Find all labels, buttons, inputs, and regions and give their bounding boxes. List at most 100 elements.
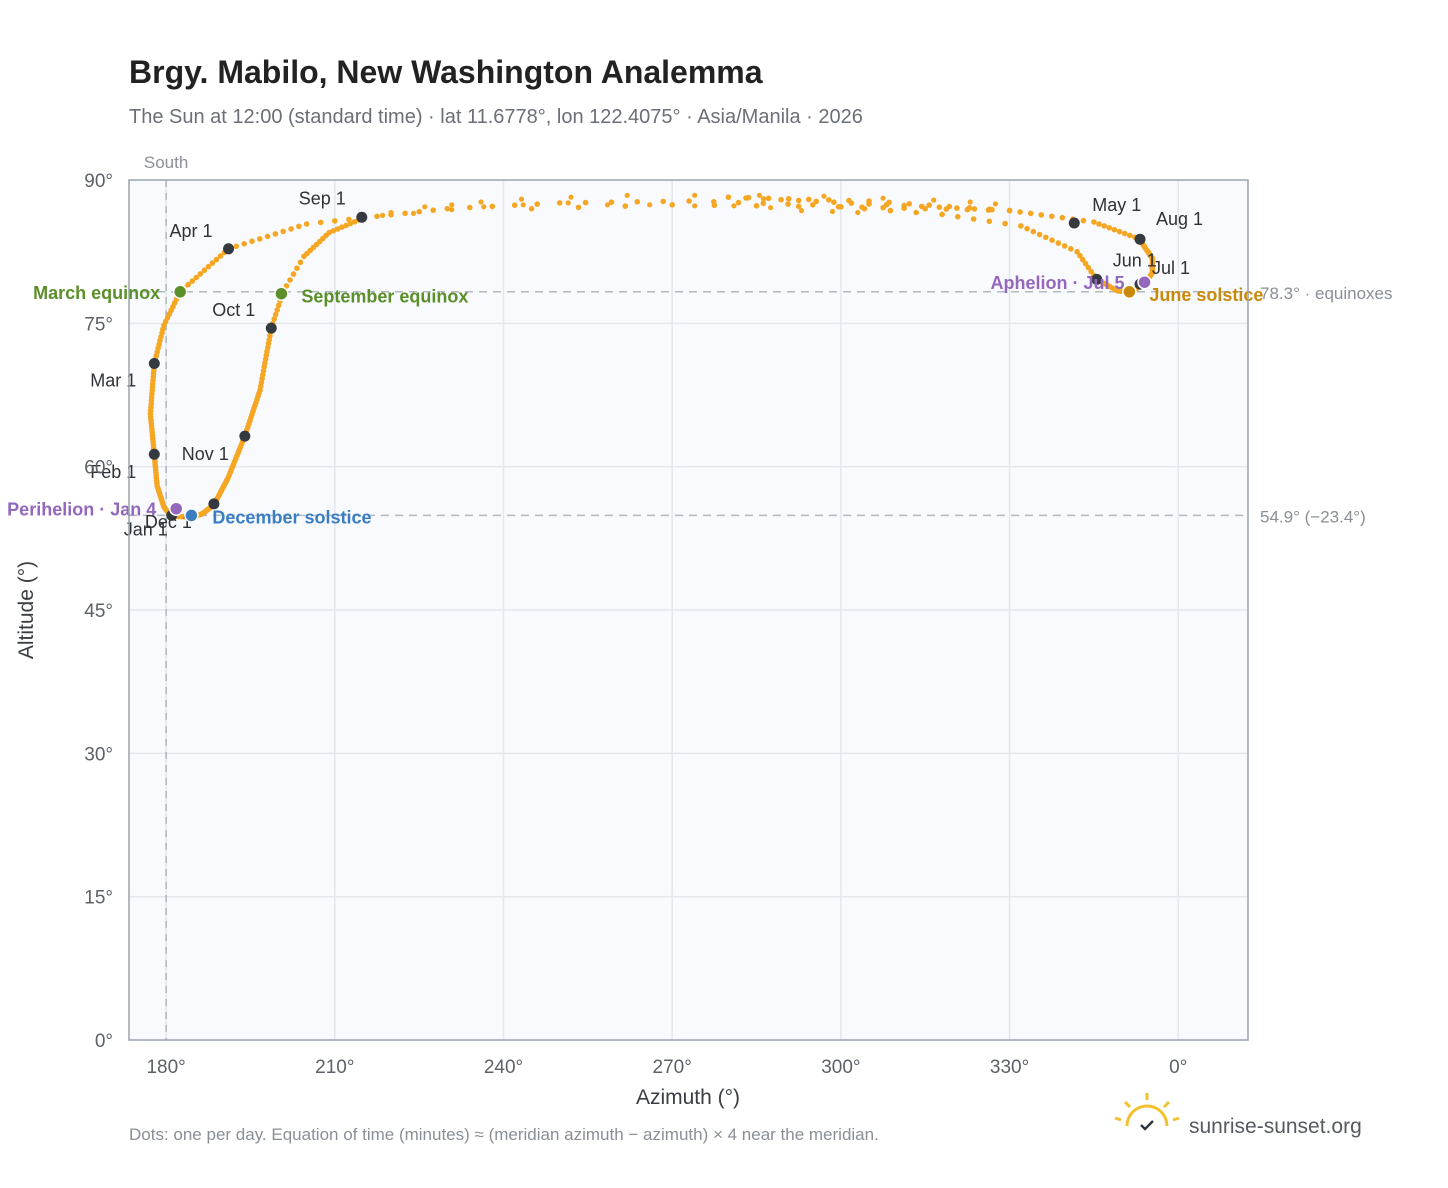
day-dot [217,253,224,259]
month-label: Jul 1 [1152,258,1190,278]
day-dot [768,205,774,211]
day-dot [201,267,208,274]
day-dot [913,209,919,216]
day-dot [1027,210,1034,217]
day-dot [813,198,820,205]
day-dot [1116,228,1123,235]
day-dot [971,206,978,212]
day-dot [582,199,589,206]
event-marker [1137,274,1152,290]
day-dot [290,271,297,277]
month-marker [208,498,220,510]
day-dot [660,198,666,205]
day-dot [1049,237,1055,243]
day-dot [1049,213,1055,220]
day-dot [272,231,279,237]
day-dot [1127,232,1133,239]
day-dot [534,201,540,207]
day-dot [760,200,767,207]
y-tick-label: 45° [84,601,113,622]
day-dot [1043,234,1049,241]
day-dot [785,201,791,207]
day-dot [711,202,718,209]
day-dot [1061,243,1068,249]
day-dot [449,207,455,213]
month-marker [356,211,368,223]
day-dot [467,204,473,211]
day-dot [1085,264,1092,271]
day-dot [317,219,324,226]
day-dot [189,278,196,284]
day-dot [806,196,812,203]
month-marker [148,448,160,460]
plot-frame [128,179,1249,1041]
day-dot [964,206,971,213]
day-dot [1002,220,1008,227]
x-tick-label: 0° [1169,1057,1187,1078]
day-dot [848,200,855,206]
x-tick-label: 300° [821,1057,860,1078]
day-dot [735,199,742,206]
day-dot [402,210,408,217]
day-dot [213,256,220,263]
month-marker [239,430,251,442]
day-dot [1096,221,1102,227]
day-dot [859,204,865,210]
day-dot [287,277,293,283]
day-dot [1106,225,1113,231]
day-dot [556,200,563,206]
day-dot [288,226,294,232]
month-marker [223,243,235,255]
day-dot [756,192,763,198]
day-dot [520,202,526,208]
day-dot [624,192,630,198]
day-dot [430,207,437,213]
day-dot [346,216,352,223]
day-dot [955,213,961,220]
month-label: Sep 1 [299,188,346,208]
x-tick-label: 210° [315,1057,354,1078]
day-dot [838,204,844,210]
day-dot [731,203,737,209]
month-marker [148,357,160,369]
day-dot [669,202,675,208]
day-dot [334,226,341,232]
day-dot [283,283,290,289]
day-dot [565,200,571,206]
grid [129,180,1248,1040]
day-dot [444,205,451,212]
day-dot [1059,214,1066,221]
day-dot [810,202,816,208]
day-dot [970,216,977,222]
reference-lines: South 78.3° · equinoxes 54.9° (−23.4°) [129,153,1393,1040]
day-dot [855,209,861,216]
day-dot [388,209,394,216]
day-dot [280,228,287,235]
day-dot [1088,268,1094,275]
day-dot [272,311,279,318]
day-dot [1101,223,1107,229]
day-dot [1038,212,1044,218]
day-dot [410,210,417,216]
day-dot [880,195,886,201]
day-dot [518,196,525,202]
day-dot [1074,248,1080,255]
month-label: Mar 1 [90,370,136,390]
day-dot [249,238,255,245]
month-marker [1134,233,1146,245]
day-dot [622,203,629,209]
day-dot [798,208,805,214]
event-marker [184,508,199,523]
x-tick-label: 330° [990,1057,1029,1078]
x-tick-label: 240° [484,1057,523,1078]
event-marker [172,284,188,300]
day-dot [954,205,960,211]
day-dot [829,208,836,215]
day-dot [634,199,641,205]
y-axis-label: Altitude (°) [15,561,38,659]
day-dot [943,206,950,212]
day-dot [785,196,792,202]
south-label: South [144,153,188,172]
day-dot [294,265,300,272]
